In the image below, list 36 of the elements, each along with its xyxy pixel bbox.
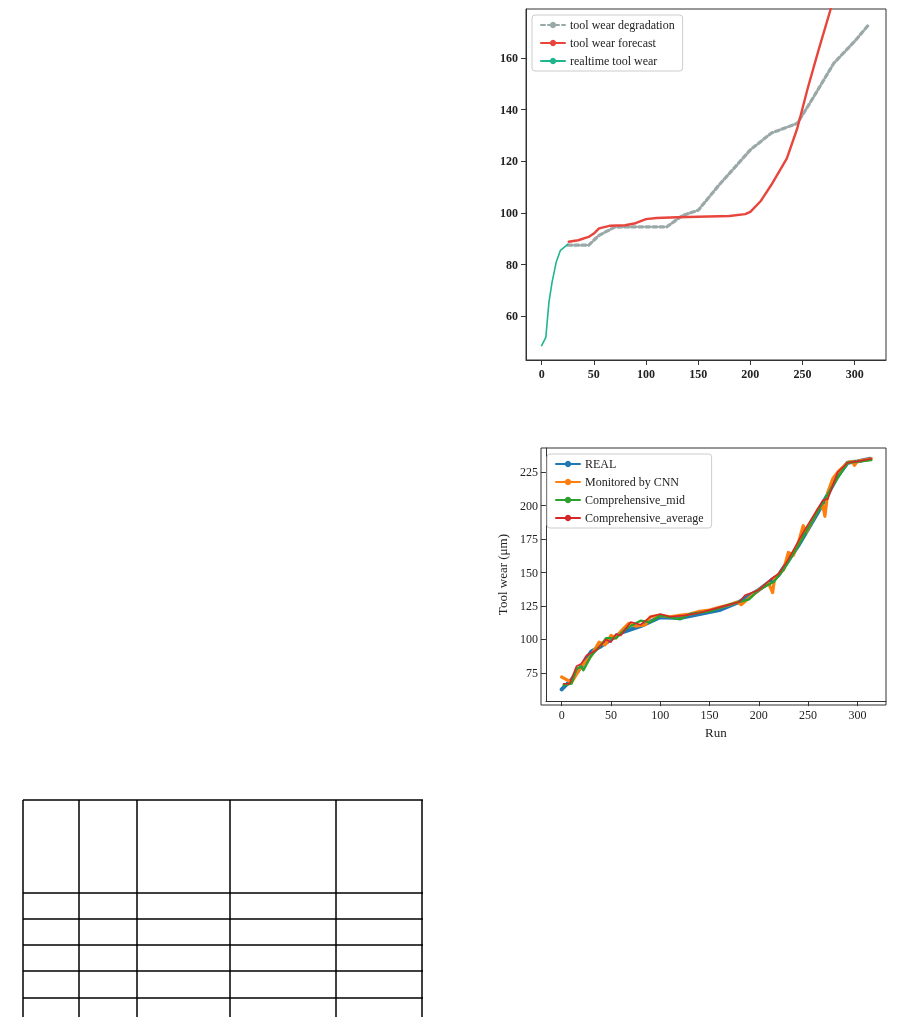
x-tick-label: 0 xyxy=(538,367,545,381)
y-tick-label: 150 xyxy=(519,565,538,580)
y-tick-label: 80 xyxy=(506,257,518,272)
legend-label: tool wear degradation xyxy=(570,18,675,32)
y-tick-label: 160 xyxy=(500,51,518,66)
x-tick-label: 0 xyxy=(558,708,565,723)
x-tick-label: 100 xyxy=(637,367,655,381)
y-tick-label: 200 xyxy=(519,498,538,513)
y-axis-title: Tool wear (μm) xyxy=(495,533,510,616)
x-tick-label: 150 xyxy=(700,708,719,723)
y-tick-label: 100 xyxy=(500,205,518,220)
x-tick-label: 50 xyxy=(604,708,617,723)
x-tick-label: 300 xyxy=(848,708,867,723)
x-tick-label: 100 xyxy=(651,708,670,723)
y-tick-label: 175 xyxy=(519,532,538,547)
legend-label: tool wear forecast xyxy=(570,36,657,50)
legend-label: REAL xyxy=(585,457,617,471)
x-axis-title: Run xyxy=(705,725,728,740)
x-tick-label: 50 xyxy=(587,367,600,381)
legend-label: Monitored by CNN xyxy=(585,475,680,489)
x-tick-label: 200 xyxy=(741,367,760,381)
y-tick-label: 100 xyxy=(519,632,538,647)
y-tick-label: 60 xyxy=(506,309,518,324)
y-tick-label: 125 xyxy=(519,599,538,614)
x-tick-label: 150 xyxy=(689,367,708,381)
y-tick-label: 140 xyxy=(500,102,518,117)
y-tick-label: 75 xyxy=(525,665,538,680)
legend-label: Comprehensive_average xyxy=(585,511,704,525)
x-tick-label: 250 xyxy=(799,708,818,723)
x-tick-label: 300 xyxy=(845,367,864,381)
legend-label: realtime tool wear xyxy=(570,54,658,68)
y-tick-label: 120 xyxy=(500,154,518,169)
x-tick-label: 200 xyxy=(749,708,768,723)
y-tick-label: 225 xyxy=(519,465,538,480)
x-tick-label: 250 xyxy=(793,367,812,381)
legend-label: Comprehensive_mid xyxy=(585,493,685,507)
